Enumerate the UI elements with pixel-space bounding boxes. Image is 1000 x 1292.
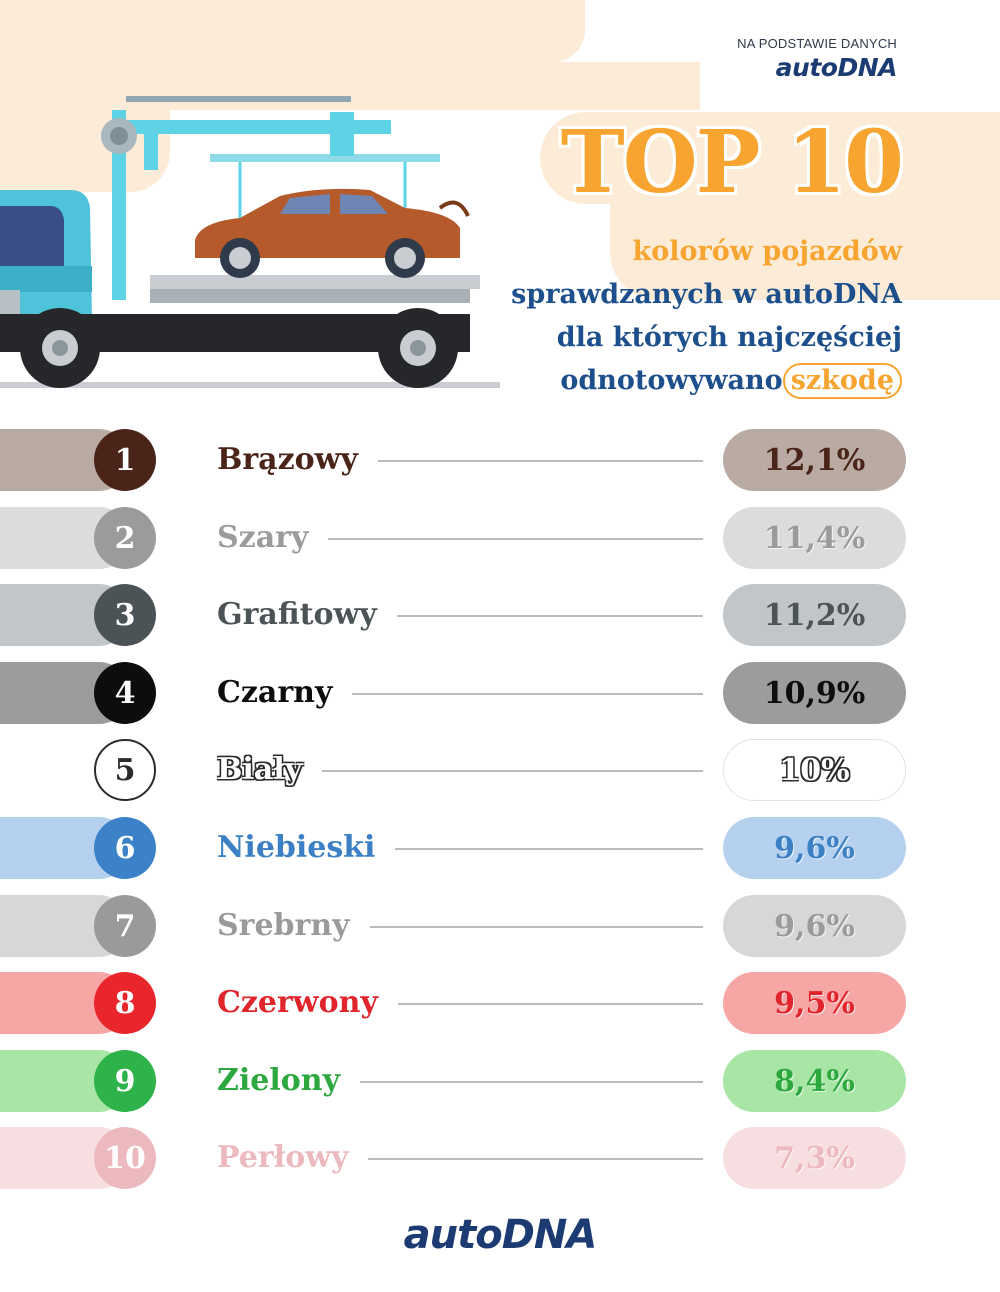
ranking-row: 7 Srebrny 9,6% — [0, 895, 1000, 957]
ranking-row: 10 Perłowy 7,3% — [0, 1127, 1000, 1189]
percentage-value: 8,4% — [723, 1050, 906, 1112]
color-name: Biały — [217, 752, 303, 787]
rank-badge: 6 — [94, 817, 156, 879]
subtitle-line: sprawdzanych w autoDNA — [511, 279, 902, 310]
percentage-value: 10,9% — [723, 662, 906, 724]
source-caption: NA PODSTAWIE DANYCH — [737, 36, 897, 51]
subtitle-line: kolorów pojazdów — [632, 236, 902, 267]
rank-badge: 2 — [94, 507, 156, 569]
ranking-row: 6 Niebieski 9,6% — [0, 817, 1000, 879]
leader-line — [328, 538, 703, 540]
page-subtitle: kolorów pojazdów sprawdzanych w autoDNA … — [511, 230, 902, 402]
rank-badge: 5 — [94, 739, 156, 801]
leader-line — [369, 926, 703, 928]
subtitle-prefix: odnotowywano — [560, 365, 783, 396]
color-name: Zielony — [217, 1063, 341, 1098]
leader-line — [352, 693, 703, 695]
rank-badge: 3 — [94, 584, 156, 646]
ranking-row: 1 Brązowy 12,1% — [0, 429, 1000, 491]
ranking-row: 9 Zielony 8,4% — [0, 1050, 1000, 1112]
rank-badge: 9 — [94, 1050, 156, 1112]
color-name: Czarny — [217, 675, 333, 710]
leader-line — [396, 615, 703, 617]
rank-badge: 10 — [94, 1127, 156, 1189]
leader-line — [395, 848, 703, 850]
subtitle-highlight: szkodę — [782, 363, 902, 399]
leader-line — [360, 1081, 703, 1083]
bg-shape — [610, 204, 1000, 300]
source-logo: autoDNA — [775, 53, 898, 82]
leader-line — [377, 460, 703, 462]
leader-line — [368, 1158, 703, 1160]
page-title: TOP 10 — [560, 112, 904, 213]
percentage-value: 10% — [723, 739, 906, 801]
color-name: Brązowy — [217, 442, 358, 477]
rank-badge: 1 — [94, 429, 156, 491]
bg-shape — [540, 112, 1000, 204]
color-name: Grafitowy — [217, 597, 377, 632]
percentage-value: 11,2% — [723, 584, 906, 646]
ranking-row: 5 Biały 10% — [0, 739, 1000, 801]
percentage-value: 7,3% — [723, 1127, 906, 1189]
footer-logo: autoDNA — [403, 1212, 598, 1258]
ranking-row: 3 Grafitowy 11,2% — [0, 584, 1000, 646]
percentage-value: 11,4% — [723, 507, 906, 569]
percentage-value: 9,6% — [723, 895, 906, 957]
ranking-row: 2 Szary 11,4% — [0, 507, 1000, 569]
subtitle-line: dla których najczęściej — [556, 322, 902, 353]
color-name: Szary — [217, 520, 309, 555]
bg-shape — [0, 0, 585, 62]
rank-badge: 8 — [94, 972, 156, 1034]
rank-badge: 7 — [94, 895, 156, 957]
color-name: Srebrny — [217, 908, 350, 943]
color-name: Niebieski — [217, 830, 376, 865]
ranking-row: 8 Czerwony 9,5% — [0, 972, 1000, 1034]
color-name: Czerwony — [217, 985, 378, 1020]
percentage-value: 9,5% — [723, 972, 906, 1034]
rank-badge: 4 — [94, 662, 156, 724]
color-name: Perłowy — [217, 1140, 349, 1175]
source-attribution: NA PODSTAWIE DANYCH autoDNA — [737, 36, 897, 82]
percentage-value: 9,6% — [723, 817, 906, 879]
tow-truck-illustration — [0, 96, 500, 388]
leader-line — [322, 770, 703, 772]
ranking-row: 4 Czarny 10,9% — [0, 662, 1000, 724]
percentage-value: 12,1% — [723, 429, 906, 491]
subtitle-line-last: odnotowywano szkodę — [511, 359, 902, 402]
leader-line — [397, 1003, 703, 1005]
